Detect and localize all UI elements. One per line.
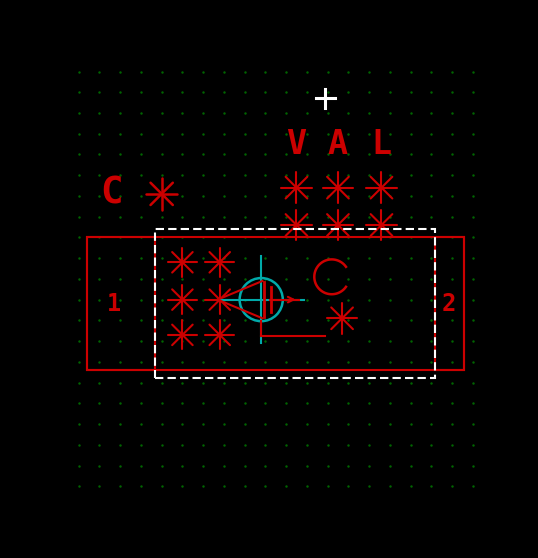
Bar (155, 229, 435, 378)
Text: 1: 1 (107, 292, 121, 316)
Text: A: A (328, 128, 348, 161)
Text: C: C (101, 176, 123, 212)
Bar (87, 237, 464, 370)
Text: L: L (371, 128, 392, 161)
Bar (87, 237, 155, 370)
Text: 2: 2 (442, 292, 456, 316)
Bar (435, 237, 464, 370)
Text: V: V (286, 128, 307, 161)
